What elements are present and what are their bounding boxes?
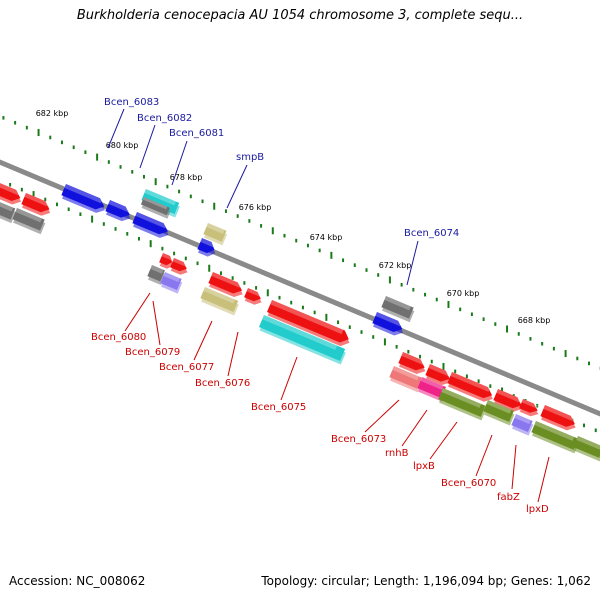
map-title: Burkholderia cenocepacia AU 1054 chromos… — [76, 8, 524, 23]
gene-feature — [540, 405, 576, 431]
label-leader-line — [124, 292, 151, 332]
gene-feature — [573, 436, 600, 462]
gene-feature — [493, 389, 523, 412]
gene-feature — [140, 197, 171, 219]
gene-label[interactable]: Bcen_6079 — [125, 347, 180, 358]
gene-feature — [447, 372, 493, 402]
gene-labels: Bcen_6083 Bcen_6082 Bcen_6081 smpB Bcen_6074… — [91, 97, 549, 515]
gene-feature — [372, 312, 404, 336]
label-leader-line — [511, 444, 517, 490]
label-leader-line — [171, 140, 188, 186]
gene-label[interactable]: Bcen_6075 — [251, 402, 306, 413]
gene-feature — [105, 200, 131, 222]
scale-tick-label: 674 kbp — [310, 233, 343, 242]
scale-tick-label: 678 kbp — [170, 173, 203, 182]
gene-feature — [244, 288, 262, 305]
gene-feature — [531, 421, 580, 454]
gene-feature — [483, 400, 515, 426]
gene-feature — [425, 364, 451, 386]
gene-feature — [159, 253, 173, 269]
gene-feature — [197, 238, 216, 257]
gene-label[interactable]: Bcen_6077 — [159, 362, 214, 373]
gene-label[interactable]: lpxB — [413, 461, 435, 472]
gene-label[interactable]: Bcen_6073 — [331, 434, 386, 445]
gene-label[interactable]: Bcen_6082 — [137, 113, 192, 124]
label-leader-line — [364, 399, 400, 433]
gene-feature — [170, 258, 188, 275]
label-leader-line — [475, 434, 493, 477]
gene-label[interactable]: Bcen_6083 — [104, 97, 159, 108]
gene-feature — [511, 414, 534, 436]
label-leader-line — [406, 240, 419, 286]
gene-feature — [381, 296, 415, 323]
scale-tick-label: 670 kbp — [447, 289, 480, 298]
scale-tick-label: 672 kbp — [379, 261, 412, 270]
gene-feature — [132, 212, 169, 238]
gene-feature — [519, 399, 539, 417]
label-leader-line — [401, 409, 428, 447]
label-leader-line — [152, 300, 161, 346]
label-leader-line — [139, 124, 156, 169]
scale-tick-label: 676 kbp — [239, 203, 272, 212]
label-leader-lines — [107, 108, 550, 503]
outer-tick-track — [2, 116, 600, 371]
scale-tick-label: 668 kbp — [518, 316, 551, 325]
gene-feature — [12, 208, 46, 235]
label-leader-line — [280, 356, 298, 401]
accession-text: Accession: NC_008062 — [9, 574, 146, 588]
gene-feature — [61, 184, 105, 213]
gene-label[interactable]: Bcen_6076 — [195, 378, 250, 389]
label-leader-line — [107, 108, 125, 149]
label-leader-line — [227, 331, 239, 377]
gene-label[interactable]: Bcen_6074 — [404, 228, 459, 239]
gene-feature — [266, 300, 350, 347]
scale-tick-label: 680 kbp — [106, 141, 139, 150]
summary-text: Topology: circular; Length: 1,196,094 bp… — [261, 574, 591, 588]
gene-feature — [160, 272, 183, 294]
gene-feature — [203, 223, 228, 246]
label-leader-line — [193, 320, 213, 361]
gene-label[interactable]: lpxD — [526, 504, 549, 515]
gene-label[interactable]: rnhB — [385, 448, 409, 459]
label-leader-line — [537, 456, 550, 503]
label-leader-line — [226, 164, 248, 209]
gene-feature — [0, 181, 22, 205]
gene-label[interactable]: Bcen_6080 — [91, 332, 146, 343]
gene-features — [0, 181, 600, 462]
gene-label[interactable]: fabZ — [497, 492, 520, 503]
scale-tick-label: 682 kbp — [36, 109, 69, 118]
gene-feature — [0, 200, 16, 224]
gene-feature — [438, 388, 487, 421]
gene-feature — [200, 287, 239, 316]
label-leader-line — [429, 421, 458, 460]
scale-labels: 682 kbp 680 kbp 678 kbp 676 kbp 674 kbp 672 k… — [36, 109, 551, 325]
gene-label[interactable]: smpB — [236, 152, 264, 163]
gene-feature — [208, 272, 243, 298]
gene-feature — [398, 352, 426, 374]
gene-feature — [147, 265, 166, 286]
gene-feature — [21, 193, 51, 216]
gene-label[interactable]: Bcen_6081 — [169, 128, 224, 139]
gene-label[interactable]: Bcen_6070 — [441, 478, 496, 489]
gene-feature — [389, 366, 423, 393]
gene-feature — [258, 315, 346, 365]
